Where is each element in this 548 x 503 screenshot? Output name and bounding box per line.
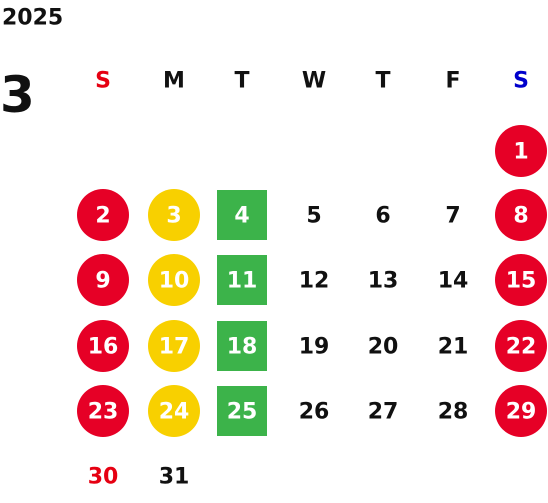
day: 30 bbox=[88, 465, 119, 490]
day-square bbox=[217, 255, 267, 305]
day: 29 bbox=[506, 400, 537, 425]
day-circle bbox=[77, 189, 129, 241]
day: 9 bbox=[95, 269, 110, 294]
day: 1 bbox=[513, 140, 528, 165]
day-square bbox=[217, 190, 267, 240]
weekday: F bbox=[445, 69, 460, 94]
day: 2 bbox=[95, 204, 110, 229]
day: 5 bbox=[306, 204, 321, 229]
weekday: T bbox=[234, 69, 249, 94]
day: 15 bbox=[506, 269, 537, 294]
day: 31 bbox=[159, 465, 190, 490]
year: 2025 bbox=[2, 6, 63, 31]
day-square bbox=[217, 386, 267, 436]
day: 21 bbox=[438, 335, 469, 360]
day: 18 bbox=[227, 335, 258, 360]
day: 24 bbox=[159, 400, 190, 425]
day-circle bbox=[495, 254, 547, 306]
weekday: T bbox=[375, 69, 390, 94]
day: 12 bbox=[299, 269, 330, 294]
day: 19 bbox=[299, 335, 330, 360]
weekday: M bbox=[163, 69, 185, 94]
day: 6 bbox=[375, 204, 390, 229]
day-circle bbox=[495, 189, 547, 241]
day: 13 bbox=[368, 269, 399, 294]
weekday: W bbox=[302, 69, 326, 94]
weekday: S bbox=[95, 69, 111, 94]
month: 3 bbox=[0, 66, 35, 124]
day-square bbox=[217, 321, 267, 371]
day-circle bbox=[495, 320, 547, 372]
day-circle bbox=[77, 320, 129, 372]
day: 28 bbox=[438, 400, 469, 425]
day-circle bbox=[77, 254, 129, 306]
day-circle bbox=[148, 320, 200, 372]
day: 11 bbox=[227, 269, 258, 294]
day-circle bbox=[77, 385, 129, 437]
day: 20 bbox=[368, 335, 399, 360]
day: 22 bbox=[506, 335, 537, 360]
day-circle bbox=[148, 189, 200, 241]
day-circle bbox=[148, 385, 200, 437]
day: 27 bbox=[368, 400, 399, 425]
day: 14 bbox=[438, 269, 469, 294]
day: 26 bbox=[299, 400, 330, 425]
day: 23 bbox=[88, 400, 119, 425]
day: 3 bbox=[166, 204, 181, 229]
day-circle bbox=[495, 125, 547, 177]
day: 4 bbox=[234, 204, 249, 229]
day: 17 bbox=[159, 335, 190, 360]
weekday: S bbox=[513, 69, 529, 94]
day-circle bbox=[495, 385, 547, 437]
day: 16 bbox=[88, 335, 119, 360]
day: 8 bbox=[513, 204, 528, 229]
day: 7 bbox=[445, 204, 460, 229]
day: 25 bbox=[227, 400, 258, 425]
day-circle bbox=[148, 254, 200, 306]
day: 10 bbox=[159, 269, 190, 294]
